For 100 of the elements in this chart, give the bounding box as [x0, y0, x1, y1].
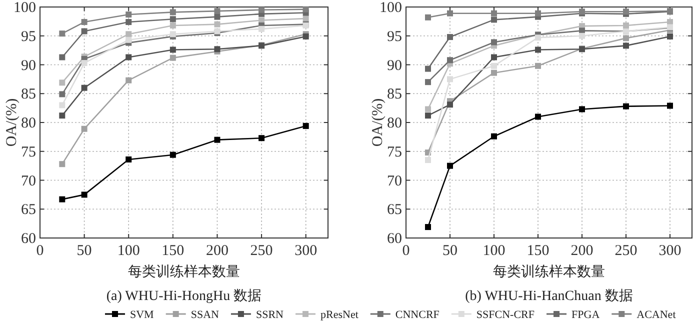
point	[126, 31, 132, 38]
legend-label: SSAN	[190, 309, 220, 321]
point	[491, 70, 497, 76]
y-tick-label: 65	[387, 202, 402, 218]
point	[425, 112, 431, 119]
legend-label: FPGA	[572, 309, 600, 321]
point	[59, 112, 66, 119]
x-tick-label: 250	[250, 243, 273, 259]
point	[535, 34, 541, 41]
point	[491, 39, 497, 46]
y-tick-label: 85	[387, 86, 402, 103]
x-tick-label: 50	[76, 243, 92, 259]
point	[667, 33, 673, 40]
x-tick-label: 200	[570, 243, 594, 259]
point	[491, 133, 497, 140]
y-tick-label: 85	[21, 86, 36, 103]
text: (a) WHU-Hi-HongHu 数据	[106, 288, 262, 304]
y-axis-title: OA/(%)	[4, 98, 20, 147]
point	[59, 54, 66, 60]
y-tick-label: 65	[21, 202, 36, 218]
point	[81, 84, 88, 91]
x-axis-title: 每类训练样本数量	[493, 264, 605, 280]
point	[425, 66, 431, 72]
point	[535, 10, 541, 16]
legend-label: SSRN	[256, 309, 284, 321]
point	[126, 77, 132, 84]
legend-label: SVM	[130, 309, 154, 321]
point	[170, 46, 176, 53]
point	[447, 76, 453, 82]
y-tick-label: 70	[21, 173, 36, 190]
point	[81, 28, 88, 34]
point	[214, 8, 220, 14]
point	[170, 54, 176, 61]
point	[59, 30, 66, 37]
x-tick-label: 150	[162, 243, 184, 259]
point	[81, 19, 88, 26]
point	[667, 102, 673, 109]
point	[214, 14, 220, 20]
point	[425, 14, 431, 20]
point	[302, 122, 309, 129]
y-tick-label: 60	[387, 231, 402, 247]
x-tick-label: 100	[117, 243, 140, 259]
point	[302, 16, 309, 22]
point	[170, 16, 176, 22]
point	[623, 35, 629, 42]
y-tick-label: 75	[387, 144, 402, 160]
point	[425, 106, 431, 112]
point	[535, 114, 541, 120]
point	[59, 102, 66, 108]
point	[535, 46, 541, 53]
point	[170, 22, 176, 28]
point	[447, 10, 453, 16]
x-axis-title: 每类训练样本数量	[128, 264, 240, 280]
point	[126, 156, 132, 162]
point	[447, 57, 453, 64]
y-tick-label: 95	[21, 28, 36, 45]
point	[81, 192, 88, 198]
x-tick-label: 150	[526, 243, 550, 259]
y-tick-label: 75	[21, 144, 36, 160]
legend-label: pResNet	[320, 309, 358, 321]
y-tick-label: 80	[21, 116, 36, 132]
point	[447, 162, 453, 169]
point	[447, 34, 453, 40]
point	[258, 135, 265, 142]
point	[425, 224, 431, 230]
point	[535, 62, 541, 69]
point	[491, 16, 497, 23]
point	[302, 6, 309, 12]
point	[59, 80, 66, 86]
point	[126, 54, 132, 60]
point	[258, 6, 265, 13]
point	[81, 60, 88, 66]
point	[579, 32, 585, 39]
y-tick-label: 80	[387, 116, 402, 132]
y-tick-label: 90	[387, 58, 402, 74]
x-tick-label: 0	[36, 243, 44, 259]
point	[81, 126, 88, 132]
y-tick-label: 100	[14, 0, 36, 16]
point	[491, 54, 497, 60]
point	[623, 22, 629, 28]
y-tick-label: 70	[387, 173, 402, 190]
x-tick-label: 100	[482, 243, 506, 259]
text: (b) WHU-Hi-HanChuan 数据	[465, 288, 633, 304]
point	[170, 152, 176, 158]
point	[59, 91, 66, 98]
x-tick-label: 0	[402, 243, 410, 259]
point	[425, 79, 431, 86]
point	[623, 103, 629, 110]
y-tick-label: 60	[21, 231, 36, 247]
point	[447, 102, 453, 108]
point	[491, 62, 497, 69]
point	[579, 106, 585, 112]
point	[170, 9, 176, 16]
point	[59, 196, 66, 202]
x-tick-label: 300	[658, 243, 682, 259]
point	[258, 26, 265, 32]
legend-label: CNNCRF	[395, 309, 440, 321]
x-tick-label: 300	[294, 243, 318, 259]
legend-label: SSFCN-CRF	[476, 309, 535, 321]
point	[491, 10, 497, 16]
